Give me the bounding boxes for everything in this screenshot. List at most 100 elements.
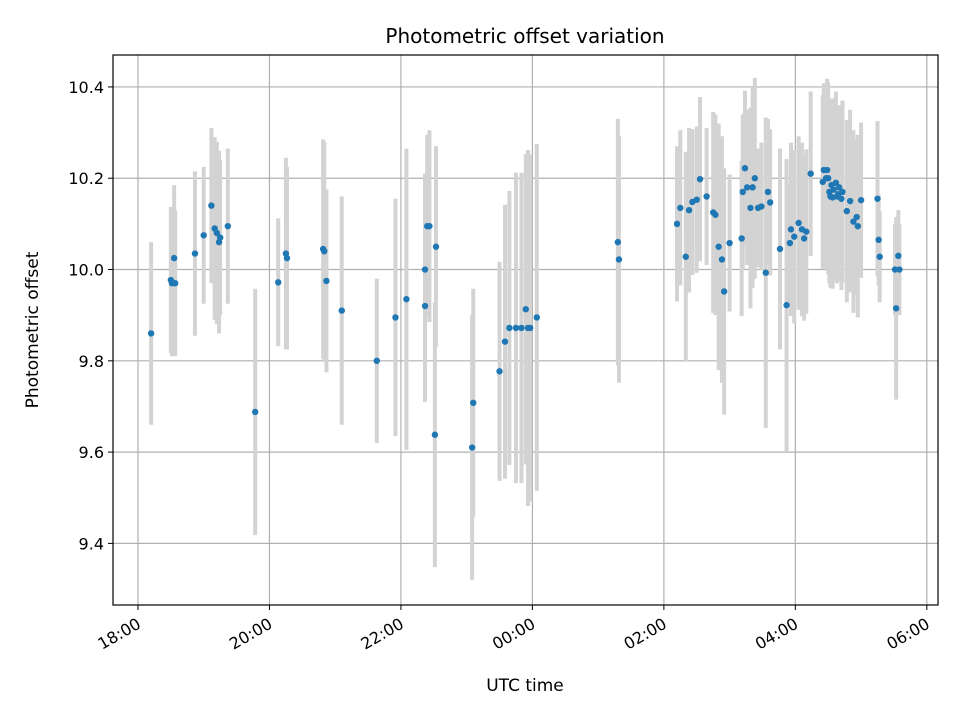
data-point	[615, 256, 623, 263]
data-point	[170, 254, 178, 262]
data-point	[803, 228, 810, 235]
data-point	[703, 193, 710, 200]
data-point	[843, 207, 851, 215]
data-point	[252, 408, 259, 416]
data-point	[527, 324, 534, 332]
y-tick-label: 10.2	[68, 169, 104, 188]
data-point	[696, 175, 704, 183]
data-point	[506, 324, 513, 332]
data-point	[392, 314, 399, 321]
data-point	[800, 235, 808, 242]
data-point	[895, 252, 902, 260]
data-point	[421, 266, 429, 273]
plot-area-frame	[112, 54, 939, 606]
data-point	[518, 324, 525, 332]
data-point	[191, 250, 199, 257]
data-point	[875, 236, 882, 244]
data-point	[846, 197, 854, 205]
data-point	[512, 324, 520, 332]
data-point	[853, 213, 860, 221]
data-point	[795, 219, 802, 227]
data-point	[718, 256, 726, 263]
data-point	[830, 186, 837, 193]
data-point	[614, 238, 622, 246]
data-point	[738, 235, 745, 242]
data-point	[896, 266, 903, 273]
y-tick-label: 9.8	[79, 352, 104, 371]
data-point	[892, 305, 900, 312]
data-point	[323, 277, 330, 285]
data-point	[216, 234, 224, 241]
data-point	[496, 368, 503, 375]
data-point	[712, 211, 719, 218]
data-point	[213, 229, 221, 237]
y-axis-label: Photometric offset	[23, 251, 43, 408]
y-tick-label: 10.4	[68, 78, 104, 97]
chart-title: Photometric offset variation	[385, 24, 664, 48]
data-point	[807, 170, 814, 177]
data-points	[147, 164, 903, 451]
data-point	[673, 220, 681, 228]
data-point	[677, 204, 684, 212]
data-point	[854, 222, 862, 230]
data-point	[874, 195, 881, 202]
data-point	[825, 175, 832, 182]
data-point	[715, 243, 722, 250]
data-point	[891, 266, 899, 273]
data-point	[838, 195, 845, 202]
data-point	[208, 202, 215, 209]
data-point	[373, 357, 381, 365]
data-point	[850, 218, 857, 225]
data-point	[224, 222, 232, 230]
data-point	[682, 253, 689, 260]
y-tick-label: 9.6	[79, 443, 104, 462]
data-point	[783, 301, 790, 309]
y-axis-ticks: 9.4 9.6 9.8 10.0 10.2 10.4	[68, 78, 113, 553]
data-point	[749, 184, 756, 191]
data-point	[857, 196, 865, 204]
data-point	[758, 203, 765, 210]
data-point	[501, 338, 509, 345]
data-point	[338, 307, 345, 314]
data-point	[791, 233, 798, 240]
data-point	[839, 188, 846, 196]
data-point	[876, 253, 883, 260]
data-point	[533, 314, 540, 321]
data-point	[468, 444, 476, 451]
data-point	[762, 269, 769, 276]
data-point	[147, 330, 155, 337]
data-point	[426, 222, 433, 230]
data-point	[741, 164, 749, 172]
data-point	[421, 302, 429, 310]
data-point	[751, 175, 759, 182]
y-tick-label: 10.0	[68, 261, 104, 280]
y-tick-label: 9.4	[79, 534, 104, 553]
data-point	[786, 239, 794, 247]
data-point	[685, 206, 693, 214]
data-point	[747, 204, 754, 212]
data-point	[720, 288, 728, 295]
data-point	[764, 188, 772, 196]
data-point	[832, 179, 840, 187]
data-point	[275, 279, 282, 286]
data-point	[200, 232, 207, 239]
data-point	[172, 280, 179, 287]
data-point	[321, 248, 328, 255]
data-point	[432, 243, 440, 250]
data-point	[739, 188, 746, 196]
data-point	[403, 295, 410, 303]
data-point	[787, 226, 795, 233]
x-axis-label: UTC time	[486, 676, 564, 696]
data-point	[743, 184, 751, 191]
data-point	[431, 431, 439, 438]
data-point	[835, 184, 843, 191]
data-point	[283, 254, 291, 262]
data-point	[776, 245, 784, 253]
data-point	[823, 166, 831, 174]
data-point	[766, 199, 774, 206]
data-point	[726, 239, 733, 247]
data-point	[470, 399, 477, 407]
data-point	[693, 196, 700, 203]
